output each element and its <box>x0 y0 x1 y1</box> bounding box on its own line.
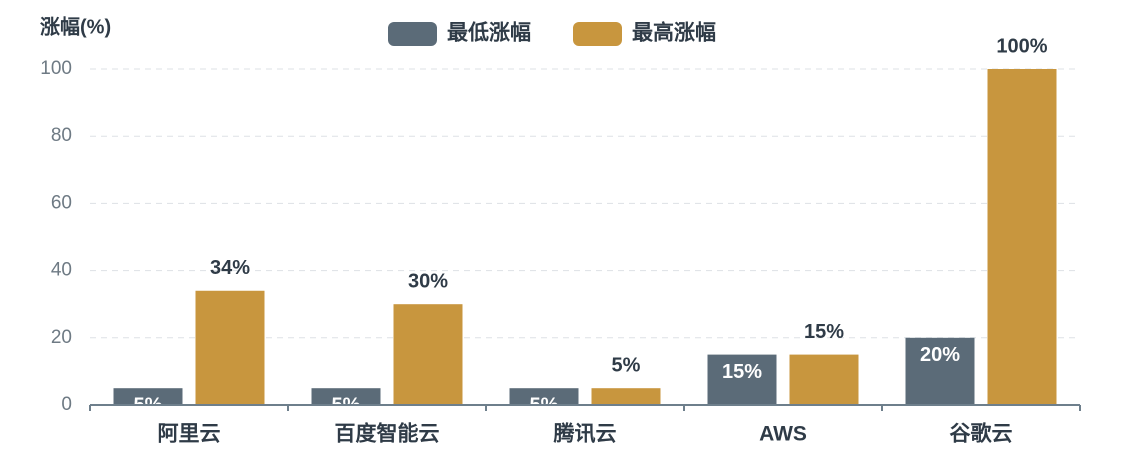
value-label: 15% <box>804 321 844 343</box>
value-label: 20% <box>920 344 960 366</box>
y-tick-label: 20 <box>51 327 72 348</box>
value-label: 30% <box>408 270 448 292</box>
bar <box>509 388 579 405</box>
y-tick-label: 60 <box>51 192 72 213</box>
value-label: 100% <box>996 35 1047 57</box>
bar <box>591 388 661 405</box>
y-tick-label: 100 <box>40 58 72 79</box>
bar <box>905 337 975 405</box>
bar <box>393 304 463 405</box>
bar <box>113 388 183 405</box>
legend-label: 最低涨幅 <box>447 21 531 45</box>
x-tick-label: 谷歌云 <box>950 422 1013 446</box>
bar <box>311 388 381 405</box>
value-label: 15% <box>722 361 762 383</box>
bar <box>789 354 859 405</box>
legend-swatch <box>388 22 437 46</box>
bar <box>987 69 1057 405</box>
value-label: 5% <box>612 354 641 376</box>
bar <box>707 354 777 405</box>
y-tick-label: 80 <box>51 125 72 146</box>
value-label: 34% <box>210 257 250 279</box>
y-axis-title: 涨幅(%) <box>40 15 111 38</box>
legend-swatch <box>573 22 622 46</box>
y-tick-label: 0 <box>61 394 72 415</box>
x-tick-label: 腾讯云 <box>554 422 617 446</box>
x-tick-label: 阿里云 <box>158 423 221 446</box>
x-tick-label: AWS <box>759 423 807 446</box>
x-tick-label: 百度智能云 <box>335 422 440 446</box>
legend-label: 最高涨幅 <box>632 21 716 45</box>
y-tick-label: 40 <box>51 260 72 281</box>
bar <box>195 290 265 405</box>
